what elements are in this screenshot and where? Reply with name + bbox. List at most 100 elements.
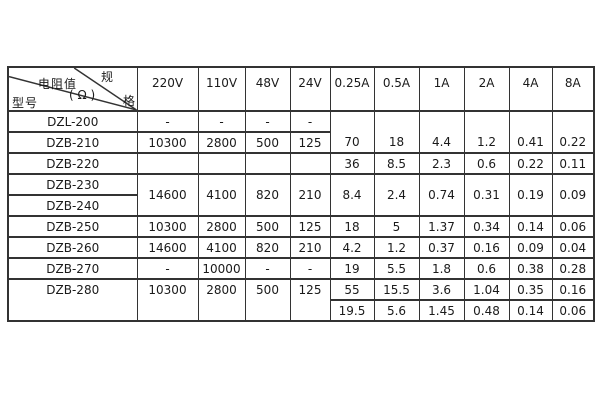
model-cell: DZB-230 [7, 173, 138, 196]
col-header-0-5a: 0.5A [373, 66, 420, 112]
spec-label-char1: 规 [101, 70, 114, 84]
current-cell: 0.14 [508, 215, 553, 238]
corner-header-cell: 规 格 电阻值 ( Ω ) 型号 [7, 66, 138, 112]
voltage-cell: - [136, 110, 199, 133]
voltage-cell: 500 [244, 131, 291, 154]
voltage-cell: 10300 [136, 131, 199, 154]
current-cell: 36 [329, 152, 375, 175]
current-cell-merged: 0.22 [551, 110, 595, 154]
col-header-1a: 1A [418, 66, 465, 112]
table-row-dzb210: DZB-210 10300 2800 500 125 [7, 131, 594, 154]
model-label: 型号 [12, 96, 39, 110]
voltage-cell: 125 [289, 215, 331, 238]
current-cell-merged: 70 [329, 110, 375, 154]
voltage-cell: 210 [289, 236, 331, 259]
voltage-cell: 4100 [197, 236, 246, 259]
current-cell: 2.3 [418, 152, 465, 175]
voltage-cell-empty [197, 152, 246, 175]
voltage-cell-merged: 820 [244, 173, 291, 217]
current-cell: 0.14 [508, 299, 553, 322]
voltage-cell: - [197, 110, 246, 133]
current-cell-merged: 0.74 [418, 173, 465, 217]
col-header-48v: 48V [244, 66, 291, 112]
current-cell-merged: 0.31 [463, 173, 510, 217]
model-cell: DZL-200 [7, 110, 138, 133]
current-cell: 0.22 [508, 152, 553, 175]
voltage-cell: - [289, 257, 331, 280]
current-cell: 1.45 [418, 299, 465, 322]
current-cell: 3.6 [418, 278, 465, 301]
current-cell: 19.5 [329, 299, 375, 322]
resistance-unit-label: ( Ω ) [69, 88, 96, 102]
model-cell: DZB-240 [7, 194, 138, 217]
voltage-cell-merged: 2800 [197, 278, 246, 322]
current-cell-merged: 18 [373, 110, 420, 154]
voltage-cell: 2800 [197, 215, 246, 238]
current-cell: 0.11 [551, 152, 595, 175]
current-cell: 0.38 [508, 257, 553, 280]
table-row-dzl200: DZL-200 - - - - 70 18 4.4 1.2 0.41 0.22 [7, 110, 595, 154]
current-cell: 55 [329, 278, 375, 301]
resistance-label: 电阻值 [38, 77, 78, 91]
current-cell-merged: 2.4 [373, 173, 420, 217]
current-cell: 0.16 [551, 278, 595, 301]
current-cell: 8.5 [373, 152, 420, 175]
voltage-cell-empty [136, 152, 199, 175]
model-cell-merged: DZB-280 [7, 278, 138, 322]
diagonal-divider-lines [9, 69, 136, 109]
current-cell: 0.16 [463, 236, 510, 259]
table-row-dzb270: DZB-270 - 10000 - - 19 5.5 1.8 0.6 0.38 … [7, 257, 595, 280]
spec-label-char2: 格 [123, 94, 136, 108]
current-cell-merged: 0.41 [508, 110, 553, 154]
voltage-cell: 10300 [136, 215, 199, 238]
table-row-dzb230: DZB-230 14600 4100 820 210 8.4 2.4 0.74 … [7, 173, 595, 217]
current-cell: 0.48 [463, 299, 510, 322]
col-header-2a: 2A [463, 66, 510, 112]
voltage-cell-empty [244, 152, 291, 175]
model-cell: DZB-220 [7, 152, 138, 175]
table-row-dzb220: DZB-220 36 8.5 2.3 0.6 0.22 0.11 [7, 152, 595, 175]
table-row-dzb260: DZB-260 14600 4100 820 210 4.2 1.2 0.37 … [7, 236, 595, 259]
model-cell: DZB-210 [7, 131, 138, 154]
voltage-cell-merged: 14600 [136, 173, 199, 217]
col-header-8a: 8A [551, 66, 595, 112]
voltage-cell: - [136, 257, 199, 280]
current-cell: 0.28 [551, 257, 595, 280]
voltage-cell-merged: 10300 [136, 278, 199, 322]
current-cell: 5.5 [373, 257, 420, 280]
current-cell: 18 [329, 215, 375, 238]
voltage-cell: - [244, 257, 291, 280]
voltage-cell: - [289, 110, 331, 133]
current-cell-merged: 0.09 [551, 173, 595, 217]
current-cell: 15.5 [373, 278, 420, 301]
voltage-cell: 14600 [136, 236, 199, 259]
header-row: 规 格 电阻值 ( Ω ) 型号 220V 110V 48V 24V 0.25A… [7, 66, 595, 112]
voltage-cell: 125 [289, 131, 331, 154]
resistance-spec-table: 规 格 电阻值 ( Ω ) 型号 220V 110V 48V 24V 0.25A… [7, 66, 595, 322]
current-cell: 0.6 [463, 257, 510, 280]
col-header-220v: 220V [136, 66, 199, 112]
table-row-dzb240: DZB-240 [7, 194, 594, 217]
current-cell: 0.06 [551, 299, 595, 322]
voltage-cell: 500 [244, 215, 291, 238]
current-cell-merged: 0.19 [508, 173, 553, 217]
model-cell: DZB-250 [7, 215, 138, 238]
col-header-4a: 4A [508, 66, 553, 112]
current-cell: 1.8 [418, 257, 465, 280]
current-cell: 0.09 [508, 236, 553, 259]
current-cell: 0.37 [418, 236, 465, 259]
current-cell: 0.06 [551, 215, 595, 238]
voltage-cell-merged: 4100 [197, 173, 246, 217]
table-row-dzb280-b: 19.5 5.6 1.45 0.48 0.14 0.06 [8, 299, 595, 322]
table-row-dzb250: DZB-250 10300 2800 500 125 18 5 1.37 0.3… [7, 215, 595, 238]
current-cell: 0.04 [551, 236, 595, 259]
voltage-cell-merged: 210 [289, 173, 331, 217]
table-row-dzb280-a: DZB-280 10300 2800 500 125 55 15.5 3.6 1… [7, 278, 595, 322]
voltage-cell-merged: 500 [244, 278, 291, 322]
col-header-110v: 110V [197, 66, 246, 112]
voltage-cell-merged: 125 [289, 278, 331, 322]
current-cell: 1.37 [418, 215, 465, 238]
col-header-24v: 24V [289, 66, 331, 112]
current-cell: 1.2 [373, 236, 420, 259]
model-cell: DZB-270 [7, 257, 138, 280]
